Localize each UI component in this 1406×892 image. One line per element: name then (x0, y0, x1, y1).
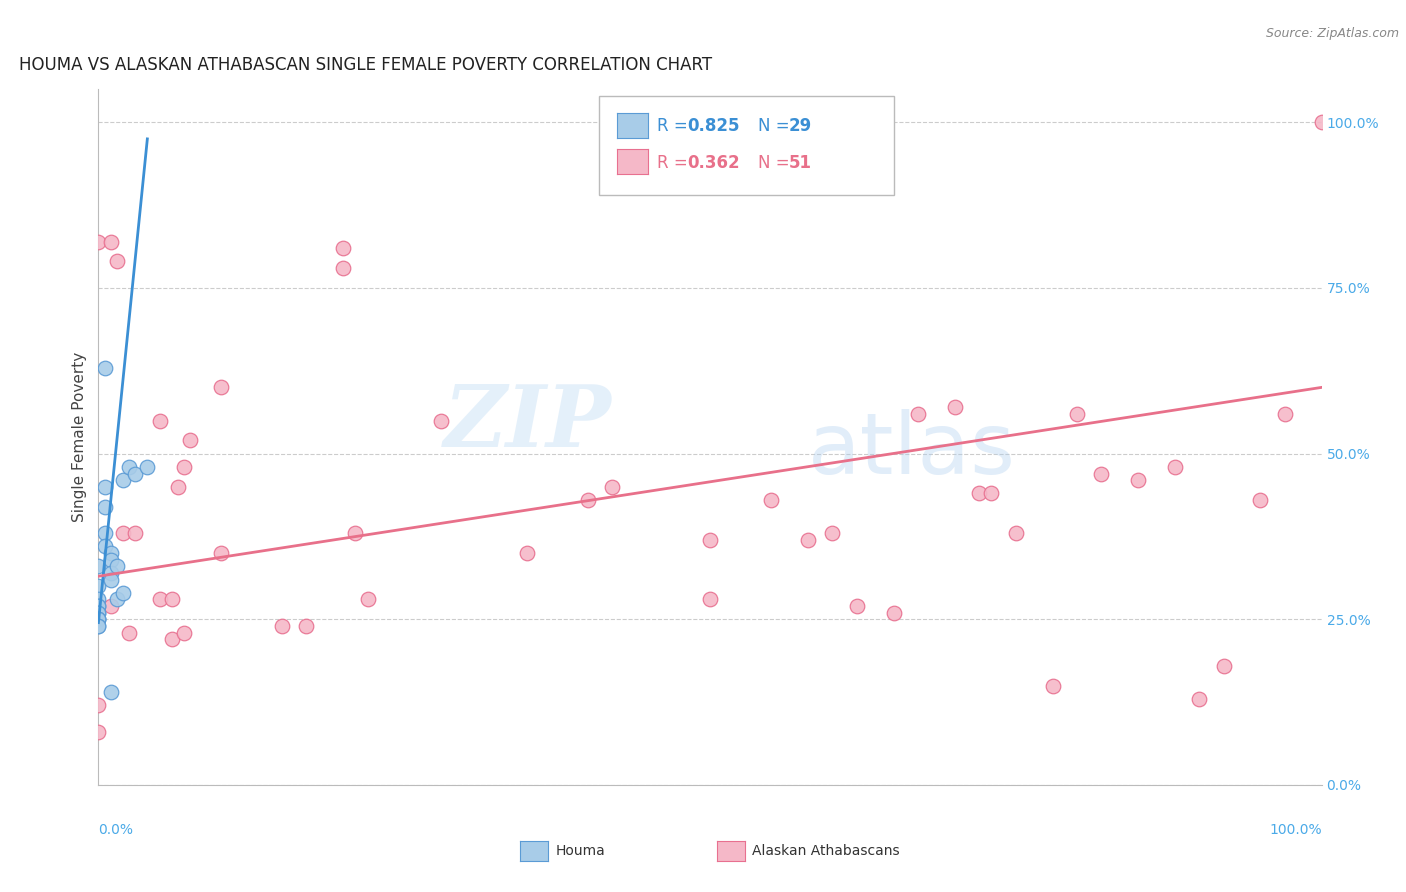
Point (124, 526, 146, 541)
Point (883, 606, 905, 620)
Text: Source: ZipAtlas.com: Source: ZipAtlas.com (1265, 27, 1399, 40)
Point (87, 606, 110, 620)
Point (167, 480, 190, 494)
Point (93, 360, 115, 375)
Point (87, 725, 110, 739)
Point (699, 533, 721, 547)
Point (149, 413, 172, 427)
Point (87, 579, 110, 593)
Point (93, 540, 115, 554)
Text: R =: R = (657, 117, 693, 135)
Point (87, 619, 110, 633)
Point (179, 434, 201, 448)
Point (1090, 467, 1112, 481)
Text: Alaskan Athabascans: Alaskan Athabascans (752, 844, 900, 858)
Point (105, 592, 128, 607)
Point (100, 573, 122, 587)
Text: ZIP: ZIP (444, 382, 612, 465)
Point (356, 592, 378, 607)
Point (270, 619, 294, 633)
Point (1004, 526, 1026, 541)
Point (87, 612, 110, 626)
Text: Houma: Houma (555, 844, 605, 858)
Point (111, 586, 134, 600)
Point (209, 546, 232, 560)
Point (87, 698, 110, 713)
Text: HOUMA VS ALASKAN ATHABASCAN SINGLE FEMALE POVERTY CORRELATION CHART: HOUMA VS ALASKAN ATHABASCAN SINGLE FEMAL… (18, 56, 711, 74)
Point (87, 599, 110, 613)
Point (967, 486, 990, 500)
Point (93, 480, 115, 494)
Point (87, 559, 110, 574)
Point (100, 552, 122, 566)
Point (332, 241, 354, 255)
Text: 100.0%: 100.0% (1270, 823, 1322, 838)
Point (515, 546, 537, 560)
Point (821, 526, 844, 541)
Point (1164, 459, 1187, 474)
Point (173, 459, 195, 474)
Point (160, 592, 183, 607)
Point (576, 493, 599, 508)
Point (124, 467, 146, 481)
Point (100, 546, 122, 560)
Text: 29: 29 (789, 117, 813, 135)
Point (160, 632, 183, 647)
Point (797, 533, 820, 547)
Text: atlas: atlas (808, 409, 1017, 492)
Point (118, 625, 141, 640)
Point (600, 480, 623, 494)
Point (1249, 493, 1271, 508)
Point (907, 407, 929, 421)
Text: N =: N = (758, 117, 794, 135)
Point (295, 619, 318, 633)
Point (209, 380, 232, 394)
Point (344, 526, 367, 541)
Point (1042, 679, 1064, 693)
Point (149, 592, 172, 607)
Text: R =: R = (657, 154, 693, 172)
Point (1066, 407, 1088, 421)
Point (100, 685, 122, 699)
Point (173, 625, 195, 640)
Point (100, 599, 122, 613)
Point (111, 473, 134, 487)
Text: 0.825: 0.825 (688, 117, 740, 135)
Point (87, 592, 110, 607)
Point (100, 566, 122, 580)
Point (100, 235, 122, 249)
Point (105, 254, 128, 268)
Point (136, 459, 159, 474)
Point (118, 459, 141, 474)
Point (1310, 115, 1333, 129)
Point (87, 619, 110, 633)
Point (980, 486, 1002, 500)
Point (111, 526, 134, 541)
Point (93, 526, 115, 541)
Point (943, 401, 966, 415)
Point (761, 493, 783, 508)
Point (1188, 691, 1211, 706)
Point (87, 612, 110, 626)
Text: N =: N = (758, 154, 794, 172)
Point (87, 599, 110, 613)
Text: 51: 51 (789, 154, 811, 172)
Point (87, 612, 110, 626)
Y-axis label: Single Female Poverty: Single Female Poverty (72, 352, 87, 522)
Point (1212, 658, 1234, 673)
Point (105, 559, 128, 574)
Point (1274, 407, 1296, 421)
Point (430, 413, 453, 427)
Point (845, 599, 868, 613)
Point (87, 235, 110, 249)
Point (93, 500, 115, 514)
Point (1128, 473, 1150, 487)
Text: 0.0%: 0.0% (98, 823, 134, 838)
Point (699, 592, 721, 607)
Point (87, 606, 110, 620)
Text: 0.362: 0.362 (688, 154, 740, 172)
Point (332, 261, 354, 276)
